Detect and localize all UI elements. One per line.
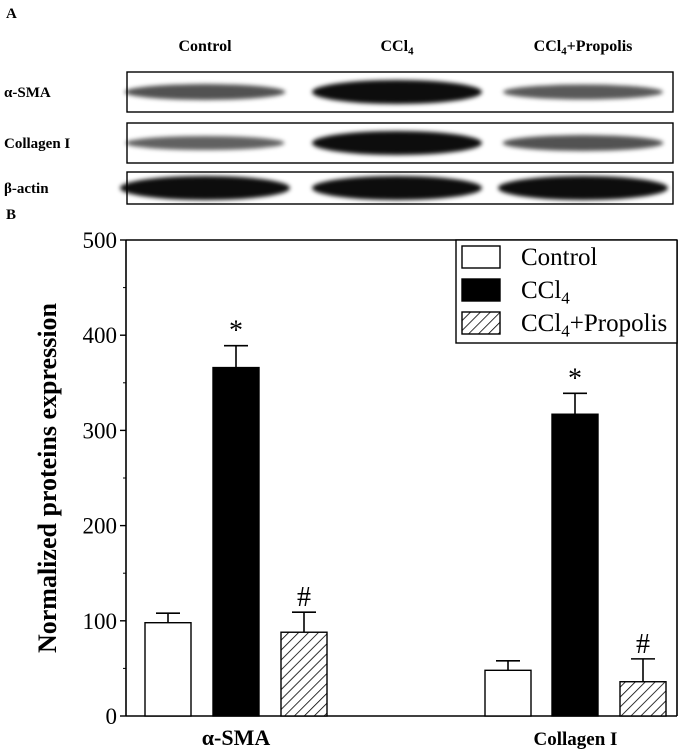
legend-swatch xyxy=(461,245,501,269)
bar xyxy=(484,669,532,717)
blot-band xyxy=(503,84,663,100)
blot-row-label: β-actin xyxy=(4,181,49,197)
blot-band xyxy=(312,176,482,200)
bar xyxy=(144,622,192,717)
blot-band xyxy=(120,176,290,200)
y-tick-label: 300 xyxy=(83,418,118,443)
significance-mark: * xyxy=(568,363,582,394)
blot-row: Collagen I xyxy=(4,122,674,164)
blot-row-label: Collagen I xyxy=(4,136,70,152)
blot-row: β-actin xyxy=(4,171,674,205)
significance-mark: # xyxy=(636,629,650,660)
legend-swatch xyxy=(461,278,501,302)
bar xyxy=(551,413,599,717)
legend-entry-suffix: +Propolis xyxy=(570,310,667,337)
blot-band xyxy=(124,84,286,100)
panel-a-label: A xyxy=(6,6,17,22)
blot-band xyxy=(312,131,482,155)
legend-entry-text: Control xyxy=(521,244,597,271)
blot-column-header-text: CCl xyxy=(381,38,409,55)
y-axis-label: Normalized proteins expression xyxy=(33,302,62,653)
blot-column-header-text: CCl xyxy=(534,38,562,55)
blot-column-header-text: Control xyxy=(178,38,232,55)
legend-entry-text: CCl xyxy=(521,277,561,304)
y-tick-label: 500 xyxy=(83,228,118,253)
blot-column-headers: Control CCl4 CCl4+Propolis xyxy=(178,38,632,58)
legend-entry-text: CCl xyxy=(521,310,561,337)
blot-band xyxy=(502,135,664,151)
blot-column-header: CCl4+Propolis xyxy=(534,38,633,58)
x-category-label: Collagen I xyxy=(534,729,618,750)
bar xyxy=(619,681,667,717)
significance-mark: # xyxy=(297,582,311,613)
legend-entry-subscript: 4 xyxy=(561,322,570,341)
blot-column-header: Control xyxy=(178,38,232,55)
y-tick-label: 200 xyxy=(83,514,118,539)
legend-entry: CCl4+Propolis xyxy=(521,310,667,341)
bar-chart: 0 100 200 300 400 500 Normalized proteins expr… xyxy=(33,228,678,750)
bar xyxy=(212,366,260,717)
legend-entry-subscript: 4 xyxy=(561,289,570,308)
bar xyxy=(280,631,328,717)
y-tick-label: 0 xyxy=(106,704,118,729)
blot-column-header-subscript: 4 xyxy=(561,46,567,58)
blot-band xyxy=(498,176,668,200)
blot-band xyxy=(312,80,482,104)
y-tick-label: 100 xyxy=(83,609,118,634)
blot-column-header-subscript: 4 xyxy=(408,46,414,58)
blot-band xyxy=(125,135,285,151)
legend-swatch xyxy=(461,311,501,335)
blot-rows: α-SMA Collagen I β-actin xyxy=(4,71,674,205)
x-category-label: α-SMA xyxy=(202,725,271,750)
blot-row-label: α-SMA xyxy=(4,85,51,101)
blot-column-header-suffix: +Propolis xyxy=(567,38,633,55)
y-tick-label: 400 xyxy=(83,323,118,348)
significance-mark: * xyxy=(229,316,243,347)
legend-entry: CCl4 xyxy=(521,277,570,308)
panel-b-label: B xyxy=(6,207,16,223)
blot-column-header: CCl4 xyxy=(381,38,415,58)
blot-row: α-SMA xyxy=(4,71,674,113)
legend-entry: Control xyxy=(521,244,597,271)
